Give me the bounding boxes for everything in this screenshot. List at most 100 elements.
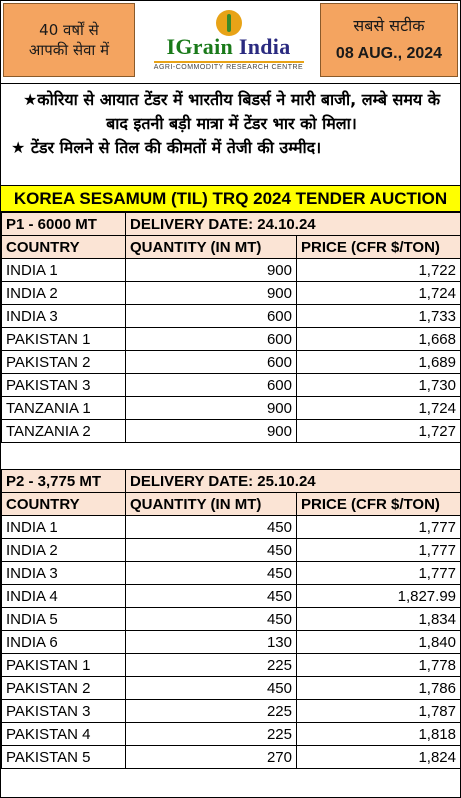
column-headers: COUNTRY QUANTITY (IN MT) PRICE (CFR $/TO… [1, 235, 461, 259]
column-headers: COUNTRY QUANTITY (IN MT) PRICE (CFR $/TO… [1, 492, 461, 516]
news-item-2-text: टेंडर मिलने से तिल की कीमतों में तेजी की… [30, 138, 322, 157]
table-row: INDIA 5 450 1,834 [1, 607, 461, 631]
tender-table-p2: P2 - 3,775 MT DELIVERY DATE: 25.10.24 CO… [1, 469, 461, 769]
country-cell: INDIA 3 [1, 561, 126, 585]
country-cell: PAKISTAN 2 [1, 350, 126, 374]
country-cell: PAKISTAN 4 [1, 722, 126, 746]
table-row: TANZANIA 2 900 1,727 [1, 419, 461, 443]
price-cell: 1,724 [296, 396, 461, 420]
price-cell: 1,730 [296, 373, 461, 397]
quantity-cell: 450 [125, 561, 297, 585]
star-icon: ★ [22, 90, 38, 109]
table-row: INDIA 3 600 1,733 [1, 304, 461, 328]
country-cell: PAKISTAN 3 [1, 699, 126, 723]
country-cell: TANZANIA 1 [1, 396, 126, 420]
price-cell: 1,787 [296, 699, 461, 723]
wheat-icon [215, 9, 242, 36]
table-row: INDIA 3 450 1,777 [1, 561, 461, 585]
table-row: PAKISTAN 2 450 1,786 [1, 676, 461, 700]
quantity-cell: 450 [125, 607, 297, 631]
quantity-cell: 900 [125, 258, 297, 282]
quantity-cell: 450 [125, 538, 297, 562]
quantity-cell: 225 [125, 699, 297, 723]
country-cell: PAKISTAN 3 [1, 373, 126, 397]
price-cell: 1,722 [296, 258, 461, 282]
country-cell: INDIA 1 [1, 258, 126, 282]
header: 40 वर्षों से आपकी सेवा में IGrain India … [1, 1, 460, 81]
price-cell: 1,778 [296, 653, 461, 677]
quantity-cell: 225 [125, 722, 297, 746]
accuracy-label: सबसे सटीक [353, 16, 425, 35]
delivery-date: DELIVERY DATE: 24.10.24 [125, 212, 461, 236]
logo: IGrain India AGRI-COMMODITY RESEARCH CEN… [137, 3, 320, 77]
table-row: PAKISTAN 2 600 1,689 [1, 350, 461, 374]
logo-tagline: AGRI-COMMODITY RESEARCH CENTRE [153, 63, 304, 71]
col-quantity: QUANTITY (IN MT) [125, 235, 297, 259]
table-row: PAKISTAN 1 600 1,668 [1, 327, 461, 351]
price-cell: 1,668 [296, 327, 461, 351]
table-row: INDIA 2 450 1,777 [1, 538, 461, 562]
quantity-cell: 900 [125, 419, 297, 443]
country-cell: INDIA 5 [1, 607, 126, 631]
quantity-cell: 900 [125, 396, 297, 420]
price-cell: 1,727 [296, 419, 461, 443]
news-item-1-text: कोरिया से आयात टेंडर में भारतीय बिडर्स न… [37, 90, 441, 133]
quantity-cell: 225 [125, 653, 297, 677]
table-row: INDIA 1 900 1,722 [1, 258, 461, 282]
report-date: 08 AUG., 2024 [335, 45, 443, 62]
table-row: PAKISTAN 3 600 1,730 [1, 373, 461, 397]
tagline-line2: आपकी सेवा में [28, 41, 110, 59]
table-row: INDIA 4 450 1,827.99 [1, 584, 461, 608]
country-cell: PAKISTAN 5 [1, 745, 126, 769]
col-price: PRICE (CFR $/TON) [296, 492, 461, 516]
quantity-cell: 600 [125, 373, 297, 397]
country-cell: INDIA 4 [1, 584, 126, 608]
section-title: P2 - 3,775 MT [1, 469, 126, 493]
col-country: COUNTRY [1, 235, 126, 259]
col-quantity: QUANTITY (IN MT) [125, 492, 297, 516]
tagline-box: 40 वर्षों से आपकी सेवा में [3, 3, 135, 77]
price-cell: 1,733 [296, 304, 461, 328]
section-header: P2 - 3,775 MT DELIVERY DATE: 25.10.24 [1, 469, 461, 493]
news-panel: ★कोरिया से आयात टेंडर में भारतीय बिडर्स … [1, 83, 460, 183]
quantity-cell: 600 [125, 350, 297, 374]
logo-name: IGrain India [166, 34, 290, 60]
table-row: INDIA 2 900 1,724 [1, 281, 461, 305]
quantity-cell: 900 [125, 281, 297, 305]
table-row: PAKISTAN 1 225 1,778 [1, 653, 461, 677]
quantity-cell: 450 [125, 584, 297, 608]
price-cell: 1,724 [296, 281, 461, 305]
country-cell: INDIA 1 [1, 515, 126, 539]
logo-name-b: India [238, 33, 291, 59]
news-item-1: ★कोरिया से आयात टेंडर में भारतीय बिडर्स … [11, 88, 452, 136]
logo-divider [153, 60, 304, 63]
quantity-cell: 600 [125, 327, 297, 351]
quantity-cell: 270 [125, 745, 297, 769]
table-row: PAKISTAN 5 270 1,824 [1, 745, 461, 769]
quantity-cell: 600 [125, 304, 297, 328]
country-cell: PAKISTAN 1 [1, 327, 126, 351]
col-country: COUNTRY [1, 492, 126, 516]
country-cell: PAKISTAN 2 [1, 676, 126, 700]
section-title: P1 - 6000 MT [1, 212, 126, 236]
country-cell: INDIA 3 [1, 304, 126, 328]
price-cell: 1,777 [296, 561, 461, 585]
table-row: PAKISTAN 3 225 1,787 [1, 699, 461, 723]
tagline-line1: 40 वर्षों से [39, 21, 99, 39]
price-cell: 1,824 [296, 745, 461, 769]
table-row: INDIA 6 130 1,840 [1, 630, 461, 654]
price-cell: 1,777 [296, 538, 461, 562]
quantity-cell: 130 [125, 630, 297, 654]
country-cell: PAKISTAN 1 [1, 653, 126, 677]
quantity-cell: 450 [125, 676, 297, 700]
price-cell: 1,840 [296, 630, 461, 654]
col-price: PRICE (CFR $/TON) [296, 235, 461, 259]
logo-name-a: IGrain [166, 33, 234, 59]
country-cell: TANZANIA 2 [1, 419, 126, 443]
table-row: TANZANIA 1 900 1,724 [1, 396, 461, 420]
star-icon: ★ [11, 138, 26, 157]
table-row: PAKISTAN 4 225 1,818 [1, 722, 461, 746]
tender-table-p1: P1 - 6000 MT DELIVERY DATE: 24.10.24 COU… [1, 212, 461, 443]
quantity-cell: 450 [125, 515, 297, 539]
